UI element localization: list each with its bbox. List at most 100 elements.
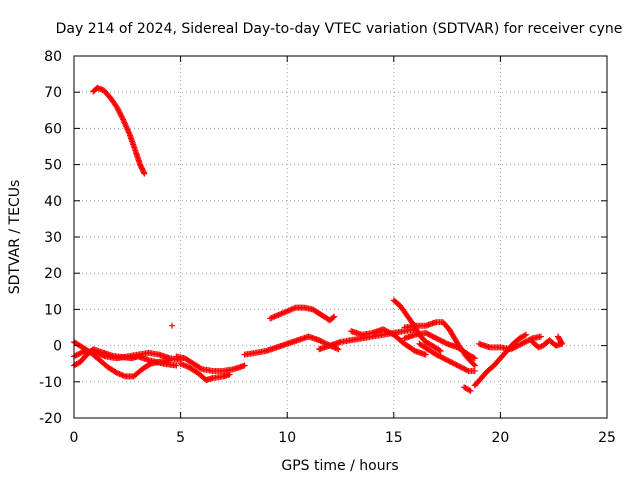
- x-tick-label: 0: [70, 430, 79, 446]
- data-point: [380, 326, 387, 333]
- data-point: [432, 334, 439, 341]
- data-point: [384, 328, 391, 335]
- data-point: [72, 352, 79, 359]
- data-point: [146, 361, 153, 368]
- data-point: [169, 322, 176, 329]
- y-axis-label: SDTVAR / TECUs: [7, 180, 23, 295]
- data-point: [425, 331, 432, 338]
- data-point: [77, 350, 84, 357]
- y-tick-label: 30: [44, 230, 62, 246]
- data-point: [433, 335, 440, 342]
- data-point: [241, 362, 248, 369]
- axis-ticks: 0 5 10 15 20 25 -20 -10 0 10 20 30 40 50 60 70 80: [39, 49, 616, 446]
- data-point: [440, 355, 447, 362]
- x-tick-label: 5: [176, 430, 185, 446]
- data-point: [140, 169, 147, 176]
- series-arc-17: [476, 333, 544, 353]
- data-point: [554, 333, 561, 340]
- y-tick-label: 60: [44, 121, 62, 137]
- y-tick-label: 80: [44, 49, 62, 65]
- data-point: [521, 339, 528, 346]
- data-point: [525, 337, 532, 344]
- y-tick-label: 40: [44, 194, 62, 210]
- x-axis-label: GPS time / hours: [281, 458, 398, 474]
- data-point: [442, 340, 449, 347]
- data-point: [471, 367, 478, 374]
- data-point: [436, 353, 443, 360]
- data-point: [470, 354, 477, 361]
- data-point: [112, 368, 119, 375]
- data-point: [385, 329, 392, 336]
- series-arc-5: [173, 353, 248, 374]
- data-point: [226, 371, 233, 378]
- data-point: [513, 343, 520, 350]
- data-point: [516, 342, 523, 349]
- data-point: [436, 347, 443, 354]
- data-point: [73, 352, 80, 359]
- data-points: [71, 84, 566, 394]
- data-point: [457, 363, 464, 370]
- data-point: [437, 337, 444, 344]
- y-tick-label: -20: [39, 411, 62, 427]
- data-point: [437, 348, 444, 355]
- y-tick-label: 0: [53, 339, 62, 355]
- data-point: [381, 326, 388, 333]
- data-point: [424, 330, 431, 337]
- data-point: [537, 333, 544, 340]
- data-point: [436, 336, 443, 343]
- series-arc-8: [267, 304, 338, 324]
- x-tick-label: 15: [385, 430, 403, 446]
- data-point: [438, 354, 445, 361]
- data-point: [74, 351, 81, 358]
- data-point: [460, 365, 467, 372]
- data-point: [522, 338, 529, 345]
- data-point: [521, 332, 528, 339]
- data-point: [433, 351, 440, 358]
- x-tick-label: 25: [598, 430, 616, 446]
- data-point: [510, 344, 517, 351]
- series-outlier: [169, 322, 176, 329]
- data-point: [555, 334, 562, 341]
- series-arc-12: [401, 319, 478, 369]
- data-point: [517, 341, 524, 348]
- data-point: [434, 352, 441, 359]
- data-point: [437, 353, 444, 360]
- data-point: [522, 331, 529, 338]
- data-point: [453, 361, 460, 368]
- data-point: [442, 356, 449, 363]
- grid-lines: [74, 56, 607, 418]
- data-point: [429, 333, 436, 340]
- data-point: [438, 338, 445, 345]
- data-point: [422, 351, 429, 358]
- series-arc-18: [529, 333, 566, 351]
- data-point: [512, 344, 519, 351]
- data-point: [445, 357, 452, 364]
- data-point: [454, 362, 461, 369]
- series-arc-1: [90, 84, 148, 177]
- data-point: [508, 346, 515, 353]
- x-tick-label: 20: [491, 430, 509, 446]
- data-point: [173, 362, 180, 369]
- data-point: [450, 360, 457, 367]
- data-point: [197, 365, 204, 372]
- data-point: [456, 363, 463, 370]
- x-tick-label: 10: [278, 430, 296, 446]
- data-point: [524, 338, 531, 345]
- y-tick-label: 20: [44, 266, 62, 282]
- chart-title: Day 214 of 2024, Sidereal Day-to-day VTE…: [56, 21, 623, 37]
- data-point: [317, 337, 324, 344]
- series-arc-10: [348, 326, 429, 358]
- data-point: [422, 329, 429, 336]
- data-point: [458, 364, 465, 371]
- y-tick-label: 70: [44, 85, 62, 101]
- data-point: [441, 355, 448, 362]
- data-point: [448, 359, 455, 366]
- data-point: [320, 339, 327, 346]
- data-point: [461, 365, 468, 372]
- y-tick-label: -10: [39, 375, 62, 391]
- data-point: [471, 355, 478, 362]
- series-arc-14: [416, 340, 478, 374]
- data-point: [467, 387, 474, 394]
- data-point: [518, 340, 525, 347]
